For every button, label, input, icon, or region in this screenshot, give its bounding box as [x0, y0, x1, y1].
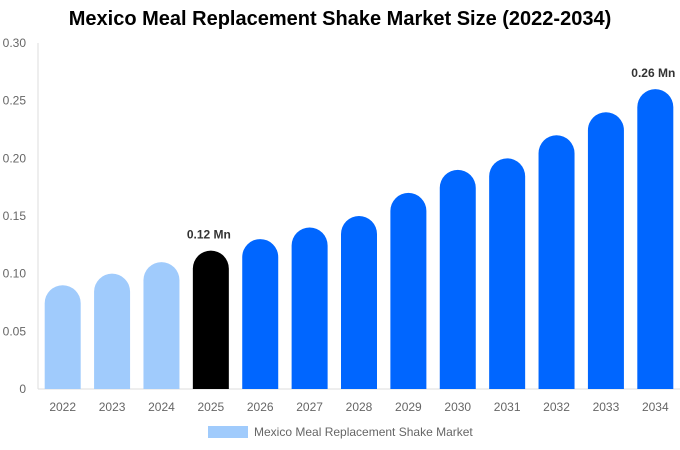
- legend-swatch: [208, 426, 248, 438]
- legend-label: Mexico Meal Replacement Shake Market: [254, 425, 473, 439]
- data-label-2025: 0.12 Mn: [187, 228, 231, 242]
- y-tick-label: 0.25: [3, 94, 27, 108]
- x-tick-label: 2024: [148, 400, 175, 414]
- bar-2025: [192, 250, 229, 389]
- x-tick-label: 2028: [346, 400, 373, 414]
- x-tick-label: 2030: [444, 400, 471, 414]
- x-tick-label: 2033: [593, 400, 620, 414]
- bar-2024: [143, 262, 180, 389]
- x-tick-label: 2034: [642, 400, 669, 414]
- bar-2023: [94, 273, 131, 389]
- chart-title: Mexico Meal Replacement Shake Market Siz…: [68, 8, 612, 30]
- bar-2030: [439, 169, 476, 389]
- y-tick-label: 0.05: [3, 324, 27, 338]
- bar-2022: [44, 285, 81, 389]
- bar-2032: [538, 135, 575, 389]
- y-tick-label: 0: [19, 382, 26, 396]
- bar-2026: [242, 239, 279, 389]
- x-tick-label: 2025: [197, 400, 224, 414]
- legend: Mexico Meal Replacement Shake Market: [208, 425, 473, 439]
- x-tick-label: 2027: [296, 400, 323, 414]
- x-tick-label: 2031: [494, 400, 521, 414]
- bar-2028: [341, 216, 377, 389]
- y-tick-label: 0.10: [3, 267, 27, 281]
- y-tick-label: 0.30: [3, 36, 27, 50]
- x-tick-label: 2023: [99, 400, 126, 414]
- x-tick-label: 2032: [543, 400, 570, 414]
- bar-2029: [390, 192, 427, 389]
- bar-2034: [637, 89, 674, 389]
- x-tick-label: 2022: [49, 400, 76, 414]
- x-tick-label: 2026: [247, 400, 274, 414]
- bar-2027: [291, 227, 328, 389]
- data-label-2034: 0.26 Mn: [631, 66, 675, 80]
- bar-2033: [587, 112, 624, 389]
- x-tick-label: 2029: [395, 400, 422, 414]
- y-tick-label: 0.15: [3, 209, 27, 223]
- y-tick-label: 0.20: [3, 151, 27, 165]
- bar-2031: [489, 158, 526, 389]
